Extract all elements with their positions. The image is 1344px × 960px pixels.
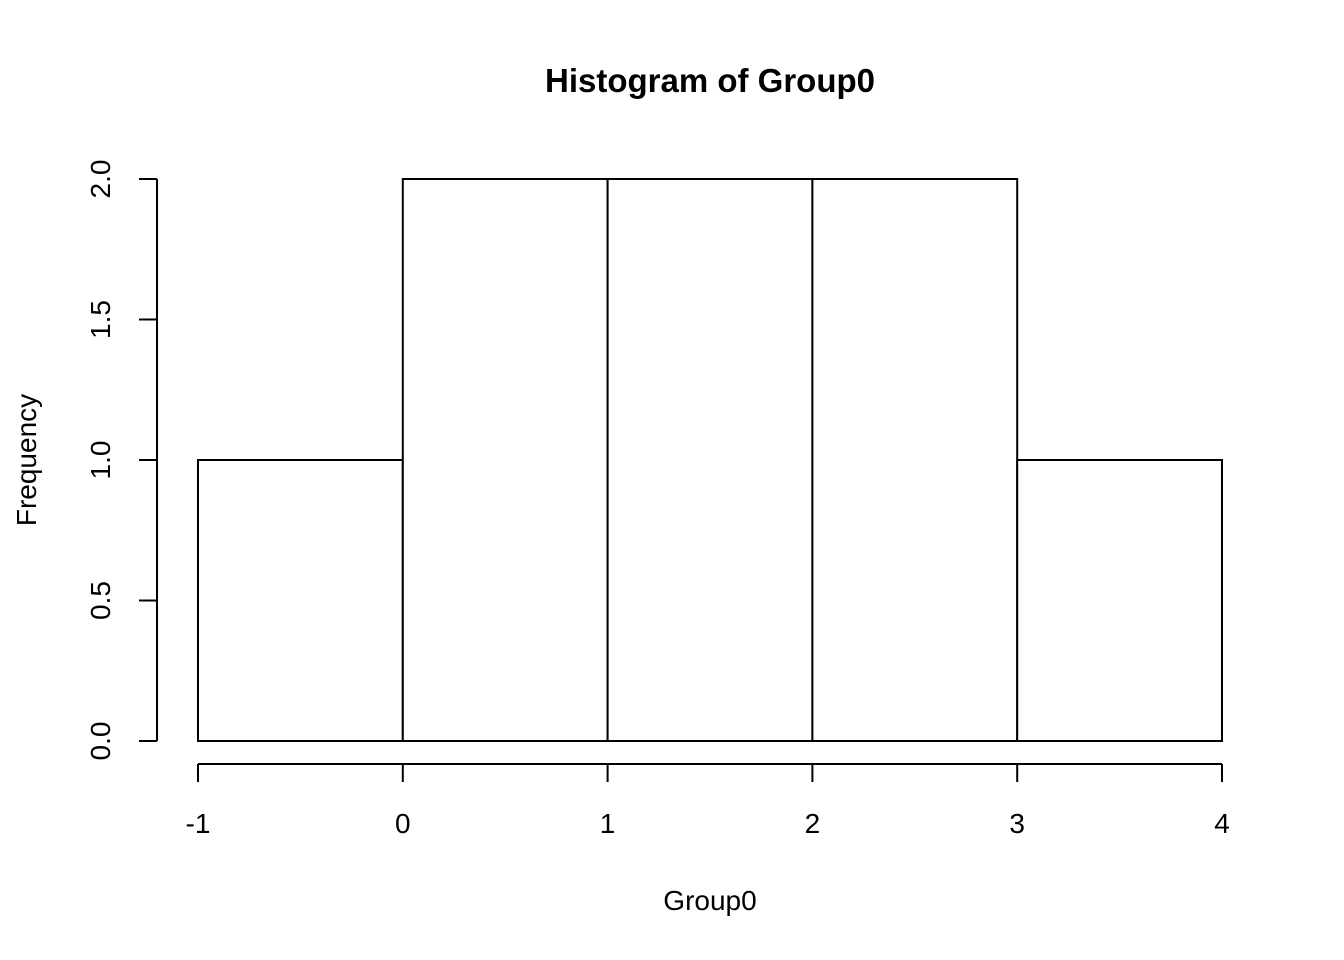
bars-group: [197, 178, 1224, 742]
y-tick-label: 1.0: [85, 441, 116, 480]
x-axis-label: Group0: [663, 885, 756, 916]
x-tick-label: 2: [805, 808, 821, 839]
y-axis-label: Frequency: [11, 394, 42, 526]
y-tick-label: 1.5: [85, 300, 116, 339]
x-tick-label: 3: [1009, 808, 1025, 839]
histogram-bar-0: [197, 459, 404, 742]
y-tick-label: 0.0: [85, 722, 116, 761]
y-tick-label: 2.0: [85, 160, 116, 199]
y-axis: 0.0 0.5 1.0 1.5 2.0: [85, 160, 158, 761]
histogram-bar-3: [811, 178, 1019, 742]
x-tick-label: 1: [600, 808, 616, 839]
histogram-bar-2: [606, 178, 814, 742]
x-tick-label: -1: [186, 808, 211, 839]
x-tick-label: 4: [1214, 808, 1230, 839]
y-tick-label: 0.5: [85, 581, 116, 620]
histogram-bar-1: [401, 178, 609, 742]
x-tick-label: 0: [395, 808, 411, 839]
histogram-bar-4: [1016, 459, 1224, 742]
x-axis: -1 0 1 2 3 4: [186, 763, 1230, 839]
chart-title: Histogram of Group0: [545, 62, 875, 99]
